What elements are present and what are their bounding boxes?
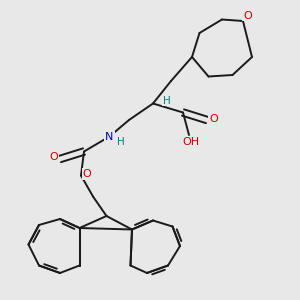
Text: H: H xyxy=(117,137,125,147)
Text: O: O xyxy=(209,113,218,124)
Text: O: O xyxy=(82,169,91,179)
Text: N: N xyxy=(105,131,114,142)
Text: O: O xyxy=(49,152,58,163)
Text: OH: OH xyxy=(182,136,199,147)
Text: H: H xyxy=(163,95,170,106)
Text: O: O xyxy=(243,11,252,21)
